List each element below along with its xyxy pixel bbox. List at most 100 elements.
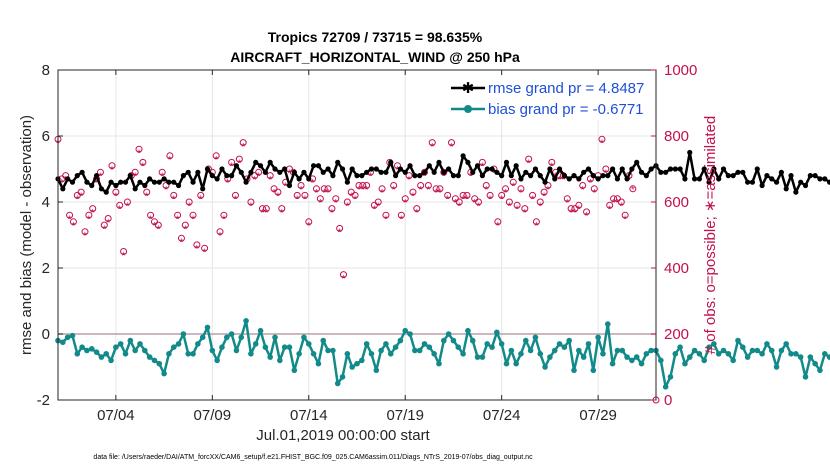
bias-point <box>619 347 626 354</box>
obs-assimilated-point: * <box>222 215 226 226</box>
bias-point <box>185 351 192 357</box>
obs-possible-point <box>421 168 429 176</box>
bias-point <box>402 327 409 334</box>
rmse-point <box>108 179 114 185</box>
axis-ticks: 07/04 07/09 07/14 07/19 07/24 07/29 -2 0 2 4 6 8 0 20… <box>37 62 698 424</box>
rmse-point <box>93 173 100 179</box>
obs-assimilated-point: * <box>438 188 442 199</box>
obs-assimilated-point: * <box>272 188 276 199</box>
bias-point <box>821 351 828 357</box>
x-tick-label: 07/04 <box>97 407 135 424</box>
rmse-point <box>817 176 823 182</box>
bias-point <box>778 347 785 354</box>
rmse-point <box>576 176 582 182</box>
obs-assimilated-point: * <box>98 172 102 183</box>
rmse-point <box>392 173 399 179</box>
rmse-point <box>257 163 264 169</box>
obs-possible-point <box>316 195 324 203</box>
y-right-tick-label: 200 <box>664 326 689 343</box>
obs-possible-point <box>428 139 436 147</box>
bias-point <box>551 347 558 354</box>
rmse-point <box>590 173 596 179</box>
rmse-point <box>581 169 587 175</box>
bias-point <box>301 334 307 341</box>
obs-assimilated-point: * <box>95 178 99 189</box>
rmse-point <box>359 173 365 179</box>
rmse-point <box>200 186 206 192</box>
bias-point <box>604 321 611 327</box>
bias-point <box>354 360 360 367</box>
bias-point <box>494 329 500 336</box>
obs-possible-point <box>162 182 170 189</box>
rmse-point <box>783 186 789 192</box>
x-tick-label: 07/09 <box>194 407 232 424</box>
obs-assimilated-point: * <box>465 195 469 206</box>
bias-point <box>122 351 129 357</box>
rmse-point <box>735 169 741 175</box>
rmse-point <box>518 176 524 182</box>
obs-assimilated-point: * <box>145 191 149 202</box>
obs-possible-point <box>598 135 606 143</box>
rmse-point <box>60 186 66 192</box>
bias-point <box>286 344 293 351</box>
rmse-point <box>643 173 649 179</box>
bias-point <box>219 344 225 351</box>
bias-point <box>460 351 466 357</box>
bias-point <box>305 341 312 347</box>
obs-assimilated-point: * <box>160 172 164 183</box>
obs-assimilated-point: * <box>419 185 423 196</box>
y-left-tick-label: 4 <box>42 194 50 211</box>
legend-rmse-marker-icon: ✱ <box>462 80 475 97</box>
rmse-point <box>335 159 341 165</box>
bias-point <box>817 367 823 374</box>
obs-assimilated-point: * <box>384 215 388 226</box>
rmse-point <box>412 173 418 179</box>
y-left-tick-label: 0 <box>42 326 50 343</box>
obs-assimilated-point: * <box>365 185 369 196</box>
obs-assimilated-point: * <box>249 201 253 212</box>
obs-possible-point <box>548 158 556 166</box>
obs-assimilated-point: * <box>234 195 238 206</box>
obs-possible-point <box>397 211 405 219</box>
obs-possible-point <box>147 211 155 219</box>
bias-point <box>706 344 712 351</box>
bias-point <box>773 364 780 370</box>
bias-point <box>590 367 597 374</box>
rmse-point <box>388 159 394 165</box>
obs-assimilated-point: * <box>369 172 373 183</box>
obs-possible-point <box>505 198 513 206</box>
obs-assimilated-point: * <box>504 188 508 199</box>
rmse-point <box>778 169 784 175</box>
obs-assimilated-point: * <box>423 172 427 183</box>
obs-possible-point <box>502 185 510 193</box>
rmse-point <box>513 163 519 169</box>
obs-possible-point <box>424 182 432 189</box>
rmse-point <box>383 169 389 175</box>
obs-possible-point <box>390 182 398 189</box>
obs-possible-point <box>174 211 182 219</box>
obs-assimilated-point: * <box>480 162 484 173</box>
bias-point <box>696 351 703 357</box>
rmse-point <box>151 179 158 185</box>
obs-possible-point <box>394 162 402 170</box>
bias-point <box>166 351 172 357</box>
bias-point <box>479 354 486 360</box>
rmse-point <box>552 176 558 182</box>
bias-point <box>595 334 601 341</box>
obs-assimilated-point: * <box>492 168 496 179</box>
rmse-point <box>523 169 529 175</box>
y-left-tick-label: 8 <box>42 62 50 79</box>
bias-point <box>117 341 124 347</box>
bias-point <box>812 360 818 367</box>
obs-assimilated-point: * <box>75 195 79 206</box>
bias-point <box>383 341 389 347</box>
rmse-point <box>69 179 76 185</box>
bias-point <box>291 367 298 374</box>
obs-possible-point <box>201 244 209 252</box>
obs-assimilated-point: * <box>519 188 523 199</box>
obs-possible-point <box>475 198 483 206</box>
obs-possible-point <box>343 198 351 206</box>
bias-point <box>108 357 114 364</box>
rmse-point <box>455 173 461 179</box>
